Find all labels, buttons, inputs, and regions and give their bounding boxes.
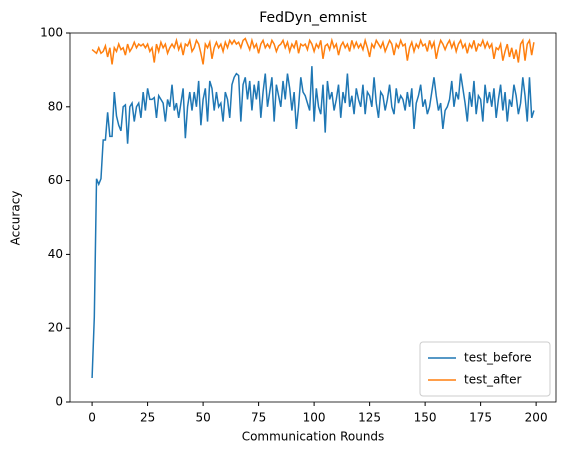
legend-box <box>419 341 551 397</box>
legend-label: test_before <box>464 351 532 365</box>
line-series <box>91 37 535 65</box>
y-tick-label: 40 <box>48 247 63 261</box>
x-tick-label: 0 <box>88 411 96 425</box>
y-tick-label: 100 <box>40 26 63 40</box>
line-series <box>91 66 535 379</box>
x-axis-label: Communication Rounds <box>242 430 385 444</box>
x-tick-label: 175 <box>469 411 492 425</box>
x-tick-label: 125 <box>358 411 381 425</box>
legend-label: test_after <box>464 373 522 387</box>
x-tick-label: 200 <box>525 411 548 425</box>
x-tick-label: 50 <box>195 411 210 425</box>
y-tick-label: 0 <box>55 395 63 409</box>
y-tick-label: 20 <box>48 321 63 335</box>
chart-title: FedDyn_emnist <box>259 10 367 26</box>
plot-frame <box>69 32 557 403</box>
x-tick-label: 100 <box>303 411 326 425</box>
y-tick-label: 60 <box>48 173 63 187</box>
x-tick-label: 75 <box>251 411 266 425</box>
y-tick-label: 80 <box>48 99 63 113</box>
x-tick-label: 150 <box>414 411 437 425</box>
y-axis-label: Accuracy <box>9 191 23 246</box>
x-tick-label: 25 <box>140 411 155 425</box>
